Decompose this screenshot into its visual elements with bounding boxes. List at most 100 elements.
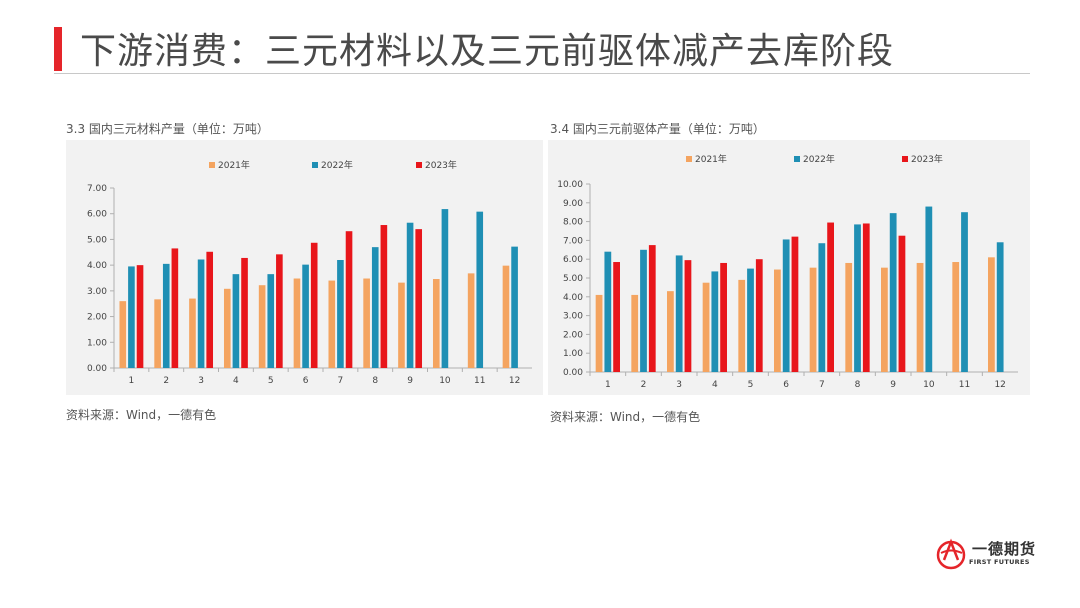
left-bar-2021年-11	[467, 273, 475, 368]
right-bar-2022年-9	[889, 213, 897, 372]
right-bar-2021年-2	[631, 294, 639, 372]
left-bar-2021年-5	[258, 285, 266, 368]
left-bar-2023年-5	[276, 254, 283, 368]
left-bar-2021年-9	[398, 282, 405, 368]
right-bar-2022年-1	[604, 251, 612, 372]
right-y-tick-label: 2.00	[563, 330, 583, 340]
right-bar-2022年-2	[640, 249, 647, 372]
left-legend-label: 2023年	[425, 159, 457, 171]
right-bar-2023年-6	[791, 236, 799, 372]
left-x-tick-label: 2	[163, 376, 169, 386]
left-legend-swatch	[416, 162, 422, 168]
left-bar-2023年-8	[380, 225, 388, 368]
right-bar-2021年-8	[845, 262, 853, 372]
left-legend-label: 2022年	[321, 159, 353, 171]
left-bar-2023年-4	[241, 257, 248, 368]
left-bar-2022年-1	[128, 266, 135, 368]
right-x-tick-label: 3	[676, 380, 682, 390]
left-x-tick-label: 10	[439, 376, 451, 386]
right-y-tick-label: 8.00	[563, 218, 583, 228]
right-legend-swatch	[902, 156, 908, 162]
right-bar-2021年-7	[809, 267, 817, 372]
left-y-tick-label: 2.00	[87, 313, 107, 323]
company-logo: 一德期货 FIRST FUTURES	[936, 534, 1046, 574]
right-y-tick-label: 6.00	[563, 255, 583, 265]
right-bar-2022年-4	[711, 271, 719, 372]
left-bar-2022年-2	[162, 263, 170, 368]
right-y-tick-label: 0.00	[563, 368, 583, 378]
right-bar-2021年-10	[916, 262, 924, 372]
right-x-tick-label: 5	[748, 380, 754, 390]
left-y-tick-label: 1.00	[87, 338, 107, 348]
left-bar-2023年-1	[136, 265, 144, 368]
right-bar-2021年-1	[595, 294, 603, 372]
right-x-tick-label: 8	[855, 380, 861, 390]
logo-en-text: FIRST FUTURES	[969, 558, 1030, 566]
left-x-tick-label: 12	[509, 376, 520, 386]
left-bar-2022年-6	[302, 264, 309, 368]
left-y-tick-label: 5.00	[87, 235, 107, 245]
right-x-tick-label: 7	[819, 380, 825, 390]
left-bar-2023年-7	[345, 231, 353, 368]
title-accent-bar	[54, 27, 62, 71]
right-bar-2022年-10	[925, 206, 933, 372]
right-bar-2021年-3	[667, 291, 674, 372]
right-bar-2022年-11	[961, 212, 968, 372]
left-bar-2022年-5	[267, 274, 275, 368]
right-bar-2023年-5	[755, 259, 763, 372]
left-bar-2021年-10	[432, 279, 440, 368]
right-bar-2021年-6	[774, 269, 781, 372]
right-x-tick-label: 1	[605, 380, 611, 390]
right-bar-2021年-12	[988, 257, 995, 372]
logo-cn-text: 一德期货	[972, 540, 1037, 558]
left-x-tick-label: 6	[303, 376, 309, 386]
left-y-tick-label: 0.00	[87, 364, 107, 374]
left-chart: 0.00 1.00 2.00 3.00 4.00 5.00 6.00 7.00 1 2 3 4 5 6 7 8…	[66, 140, 543, 395]
right-bar-2022年-7	[818, 243, 826, 372]
right-bar-2021年-11	[952, 262, 960, 372]
right-bar-2023年-9	[898, 235, 906, 372]
left-x-tick-label: 9	[407, 376, 413, 386]
right-y-tick-label: 7.00	[563, 236, 583, 246]
left-bar-2021年-3	[189, 298, 196, 368]
right-y-tick-label: 4.00	[563, 293, 583, 303]
left-bar-2021年-12	[502, 265, 510, 368]
left-bar-2021年-7	[328, 280, 336, 368]
left-chart-source: 资料来源：Wind，一德有色	[66, 408, 217, 422]
right-legend-label: 2023年	[911, 153, 943, 165]
right-x-tick-label: 10	[923, 380, 935, 390]
left-y-tick-label: 7.00	[87, 184, 107, 194]
left-bar-2021年-8	[363, 278, 370, 368]
left-y-tick-label: 4.00	[87, 261, 107, 271]
right-y-tick-label: 1.00	[563, 349, 583, 359]
right-x-tick-label: 12	[994, 380, 1005, 390]
right-chart-svg: 0.00 1.00 2.00 3.00 4.00 5.00 6.00 7.00 8.00 9.00…	[557, 153, 1018, 390]
left-bar-2022年-12	[511, 246, 518, 368]
left-x-tick-label: 4	[233, 376, 239, 386]
left-y-tick-label: 3.00	[87, 287, 107, 297]
left-bar-2021年-6	[293, 278, 301, 368]
right-bar-2021年-9	[881, 267, 888, 372]
right-y-tick-label: 3.00	[563, 312, 583, 322]
left-x-tick-label: 7	[338, 376, 344, 386]
right-legend-swatch	[686, 156, 692, 162]
right-y-tick-label: 9.00	[563, 199, 583, 209]
right-legend-label: 2022年	[803, 153, 835, 165]
left-bar-2023年-3	[206, 251, 214, 368]
left-legend-label: 2021年	[218, 159, 250, 171]
left-bar-2023年-6	[310, 242, 318, 368]
left-bar-2023年-2	[171, 248, 179, 368]
left-chart-svg: 0.001.002.003.004.005.006.007.001 2 3 4 5 6 7 8…	[87, 159, 532, 386]
left-x-tick-label: 1	[129, 376, 135, 386]
left-bar-2022年-4	[232, 274, 240, 368]
right-chart-title: 3.4 国内三元前驱体产量（单位：万吨）	[550, 122, 765, 136]
left-legend-swatch	[209, 162, 215, 168]
left-x-tick-label: 11	[474, 376, 485, 386]
right-chart: 0.00 1.00 2.00 3.00 4.00 5.00 6.00 7.00 8.00 9.00…	[548, 140, 1030, 395]
right-bar-2023年-4	[720, 262, 727, 372]
right-bar-2022年-8	[854, 224, 861, 372]
title-divider	[54, 73, 1030, 74]
left-bar-2021年-2	[154, 299, 161, 368]
right-bar-2023年-3	[684, 260, 692, 372]
right-y-tick-label: 10.00	[557, 180, 583, 190]
